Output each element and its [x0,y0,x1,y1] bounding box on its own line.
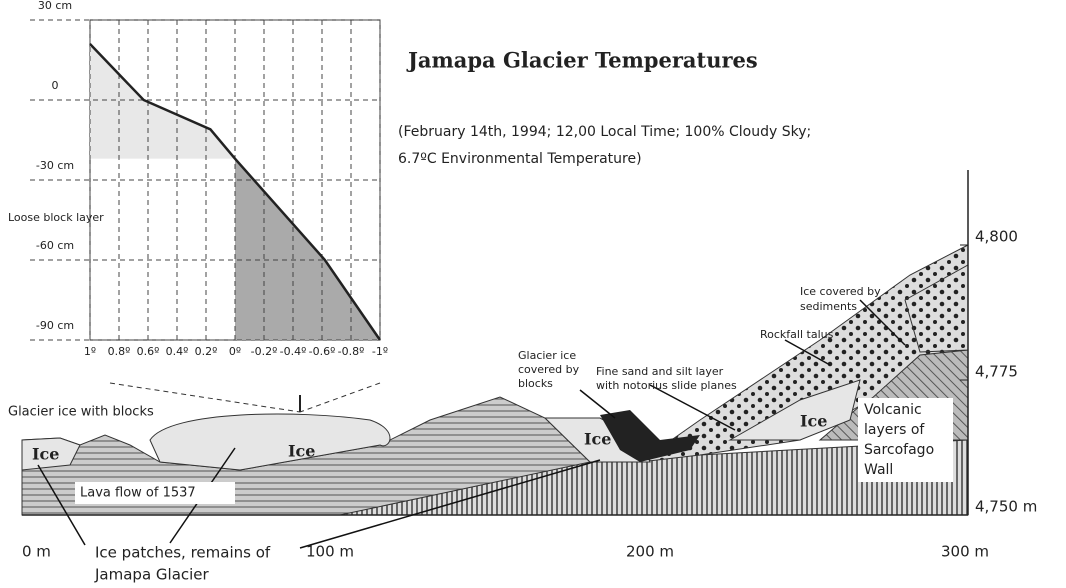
ice-label: Ice [800,412,827,431]
x-tick-label: -0.4º [280,345,307,358]
x-tick-label: -0.2º [251,345,278,358]
label: Ice covered by [800,285,881,298]
label: Rockfall talus [760,328,834,341]
x-tick-label: 0.8º [108,345,131,358]
layer-label: Loose block layer [8,211,104,224]
label: Jamapa Glacier [94,566,210,584]
x-tick-label: 0.6º [137,345,160,358]
x-tick-label: 0.4º [166,345,189,358]
label: sediments [800,300,857,313]
inset-chart [30,20,380,340]
label: Sarcofago [864,442,934,458]
label: Wall [864,462,893,478]
ice-label: Ice [584,430,611,449]
x-axis-label: 200 m [626,543,674,561]
label: Lava flow of 1537 [80,486,196,501]
ice-label: Ice [288,442,315,461]
elevation-label: 4,775 [975,363,1018,381]
elevation-label: 4,800 [975,228,1018,246]
label: Volcanic [864,402,922,418]
page: 1º 0.8º 0.6º 0.4º 0.2º 0º -0.2º-0.4º-0.6º-0.8º… [0,0,1066,588]
x-tick-label: 1º [84,345,96,358]
subtitle: 6.7ºC Environmental Temperature) [398,151,642,167]
elevation-label: 4,750 m [975,498,1037,516]
x-axis-label: 300 m [941,543,989,561]
label: layers of [864,422,925,438]
label: with notorius slide planes [596,379,737,392]
y-tick-label: 30 cm [38,0,72,12]
ice-label: Ice [32,445,59,464]
label: covered by [518,363,580,376]
label: blocks [518,377,553,390]
x-tick-label: -1º [372,345,388,358]
label: Ice patches, remains of [95,544,271,562]
y-tick-label: -60 cm [36,239,74,252]
title: Jamapa Glacier Temperatures [406,48,758,73]
x-tick-label: 0.2º [195,345,218,358]
label: Glacier ice [518,349,576,362]
x-tick-label: 0º [229,345,241,358]
y-tick-label: -30 cm [36,159,74,172]
diagram: 1º 0.8º 0.6º 0.4º 0.2º 0º -0.2º-0.4º-0.6º-0.8º… [0,0,1066,588]
x-axis-label: 100 m [306,543,354,561]
x-axis-label: 0 m [22,543,51,561]
label: Fine sand and silt layer [596,365,724,378]
y-tick-label: 0 [52,79,59,92]
label: Glacier ice with blocks [8,405,154,420]
y-tick-label: -90 cm [36,319,74,332]
subtitle: (February 14th, 1994; 12,00 Local Time; … [398,124,811,140]
x-tick-label: -0.6º [309,345,336,358]
x-tick-label: -0.8º [338,345,365,358]
